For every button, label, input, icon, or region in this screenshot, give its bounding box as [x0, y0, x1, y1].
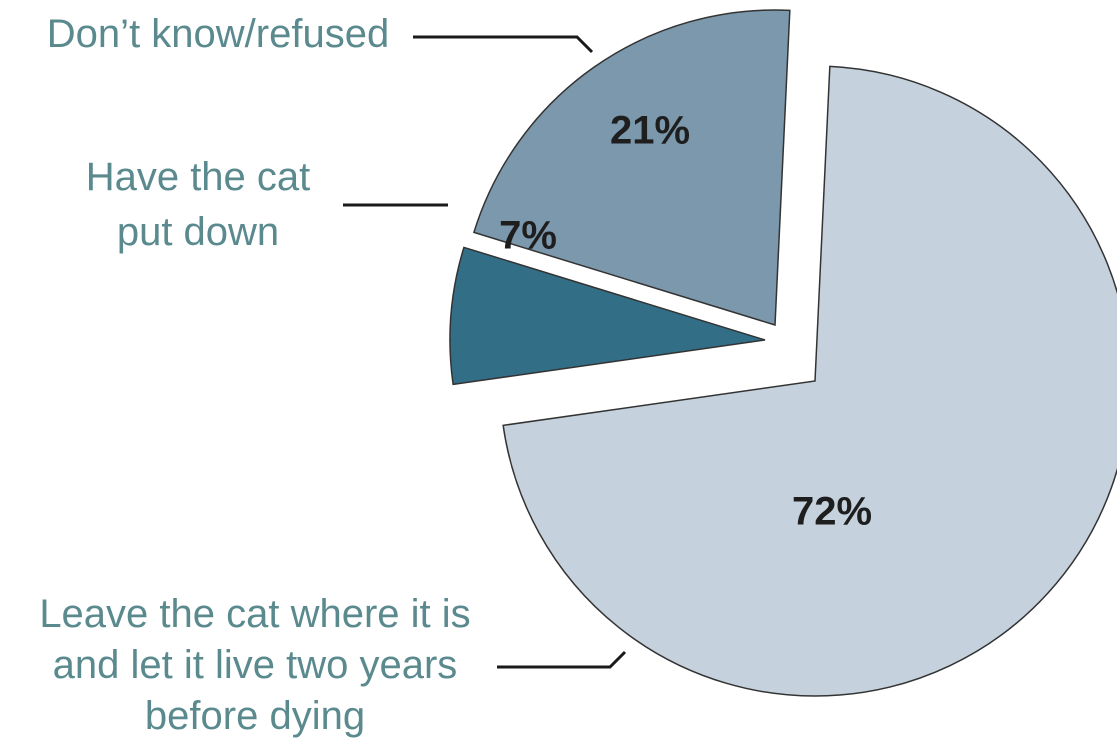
slice-category-label-dont-know-line-1: Don’t know/refused	[47, 12, 389, 56]
slice-category-label-leave-line-3: before dying	[145, 694, 365, 738]
slice-category-label-leave-line-1: Leave the cat where it is	[39, 592, 470, 636]
slice-value-label-leave: 72%	[792, 490, 872, 534]
leader-line-leave	[497, 650, 627, 669]
slice-category-label-put-down-line-1: Have the cat	[86, 155, 311, 199]
slice-value-label-dont-know: 21%	[610, 109, 690, 153]
pie-slice-put-down	[449, 246, 766, 386]
leader-line-dont-know	[413, 35, 594, 54]
slice-value-label-put-down: 7%	[499, 214, 557, 258]
pie-slice-dont-know	[472, 9, 791, 327]
slice-category-label-put-down-line-2: put down	[117, 210, 279, 254]
pie-slice-leave	[502, 65, 1117, 697]
slice-category-label-leave-line-2: and let it live two years	[53, 643, 458, 687]
